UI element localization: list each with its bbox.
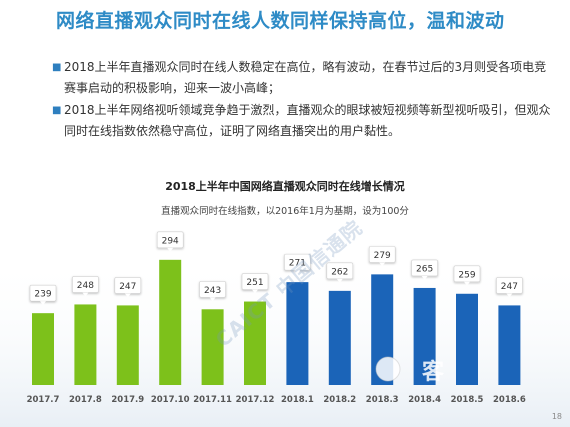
callout-pointer <box>82 292 89 297</box>
callout-pointer <box>421 275 428 280</box>
callout-pointer <box>124 293 131 298</box>
chart-subtitle: 直播观众同时在线指数，以2016年1月为基期，设为100分 <box>161 206 409 217</box>
data-label: 265 <box>416 264 433 274</box>
callout-pointer <box>506 293 513 298</box>
data-label: 248 <box>77 281 94 291</box>
callout-pointer <box>252 289 258 294</box>
page-title: 网络直播观众同时在线人数同样保持高位，温和波动 <box>56 10 505 32</box>
x-tick-label: 2017.8 <box>69 395 102 405</box>
x-tick-label: 2017.10 <box>151 395 190 405</box>
x-tick-label: 2017.11 <box>193 395 232 405</box>
x-tick-label: 2018.3 <box>366 395 399 405</box>
callout-pointer <box>40 301 46 306</box>
data-label: 251 <box>246 278 263 288</box>
data-label: 259 <box>458 270 475 280</box>
brand-logo: 客 <box>375 356 445 385</box>
x-tick-label: 2017.12 <box>236 395 275 405</box>
bar-2017.12 <box>244 301 266 385</box>
data-label: 239 <box>34 290 51 300</box>
data-label: 271 <box>289 259 306 269</box>
bullet-item: ■ 2018上半年网络视听领域竞争趋于激烈，直播观众的眼球被短视频等新型视听吸引… <box>52 100 557 142</box>
callout-pointer <box>336 278 343 283</box>
x-tick-label: 2018.4 <box>408 395 441 405</box>
x-tick-label: 2018.5 <box>451 395 484 405</box>
callout-pointer <box>294 270 301 275</box>
callout-pointer <box>167 247 174 252</box>
data-label: 262 <box>331 267 348 277</box>
data-label: 294 <box>162 236 179 246</box>
bullet-text: 2018上半年直播观众同时在线人数稳定在高位，略有波动，在春节过后的3月则受各项… <box>64 60 547 95</box>
bar-2018.2 <box>328 290 351 385</box>
bar-2017.9 <box>116 305 139 385</box>
callout-pointer <box>379 262 386 267</box>
x-tick-label: 2018.1 <box>281 395 314 405</box>
bar-2017.10 <box>159 259 182 385</box>
bar-2018.4 <box>413 287 436 385</box>
data-label: 279 <box>374 251 391 261</box>
data-label: 247 <box>119 282 136 292</box>
bullet-item: ■ 2018上半年直播观众同时在线人数稳定在高位，略有波动，在春节过后的3月则受… <box>52 57 557 99</box>
bullet-list: ■ 2018上半年直播观众同时在线人数稳定在高位，略有波动，在春节过后的3月则受… <box>52 57 557 143</box>
bar-2018.6 <box>498 305 521 385</box>
square-bullet-icon: ■ <box>52 105 62 116</box>
bar-2017.11 <box>201 309 224 385</box>
bar-2017.8 <box>74 304 97 385</box>
page-number: 18 <box>551 412 562 421</box>
bullet-text: 2018上半年网络视听领域竞争趋于激烈，直播观众的眼球被短视频等新型视听吸引，但… <box>64 103 551 138</box>
logo-mark <box>375 356 401 382</box>
data-label: 243 <box>204 286 221 296</box>
callout-pointer <box>464 281 470 286</box>
bar-2017.7 <box>32 313 54 385</box>
x-tick-label: 2018.6 <box>493 395 526 405</box>
square-bullet-icon: ■ <box>52 62 62 73</box>
data-label: 247 <box>501 282 518 292</box>
chart-title: 2018上半年中国网络直播观众同时在线增长情况 <box>165 180 405 193</box>
x-tick-label: 2018.2 <box>323 395 356 405</box>
callout-pointer <box>209 297 216 302</box>
logo-text: 客 <box>422 359 445 385</box>
x-tick-label: 2017.9 <box>111 395 144 405</box>
bar-2018.5 <box>456 293 478 385</box>
x-tick-label: 2017.7 <box>27 395 60 405</box>
bar-2018.1 <box>286 282 309 385</box>
